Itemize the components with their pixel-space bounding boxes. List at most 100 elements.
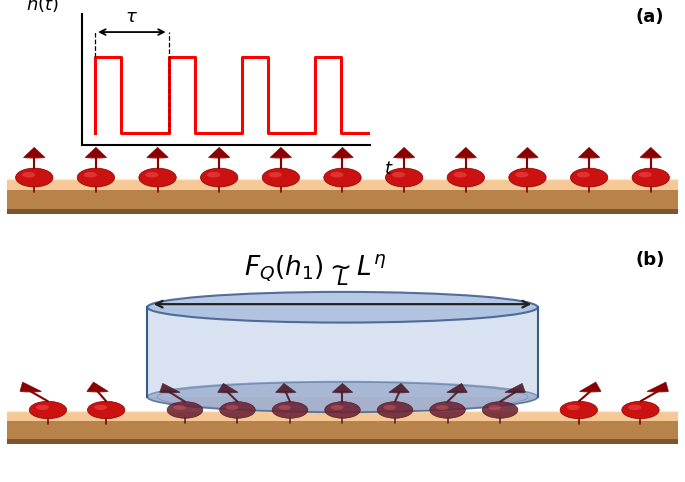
Ellipse shape — [386, 168, 423, 187]
Polygon shape — [85, 147, 107, 158]
Ellipse shape — [324, 168, 361, 187]
Polygon shape — [7, 421, 678, 440]
Polygon shape — [23, 147, 45, 158]
Ellipse shape — [515, 172, 528, 177]
Ellipse shape — [453, 172, 466, 177]
Ellipse shape — [384, 405, 396, 410]
Ellipse shape — [226, 405, 238, 410]
Ellipse shape — [622, 402, 659, 419]
Ellipse shape — [275, 391, 296, 393]
Ellipse shape — [77, 168, 114, 187]
Polygon shape — [393, 147, 415, 158]
Text: $F_Q(h_1)\sim L^{\eta}$: $F_Q(h_1)\sim L^{\eta}$ — [244, 253, 386, 284]
Polygon shape — [147, 307, 538, 397]
Ellipse shape — [272, 402, 308, 418]
Ellipse shape — [270, 156, 292, 159]
Polygon shape — [7, 440, 678, 444]
Ellipse shape — [147, 292, 538, 322]
Text: (a): (a) — [636, 8, 664, 26]
Ellipse shape — [393, 156, 415, 159]
Ellipse shape — [571, 168, 608, 187]
Polygon shape — [447, 383, 467, 392]
Ellipse shape — [389, 391, 410, 393]
Ellipse shape — [29, 402, 66, 419]
Text: $\tau$: $\tau$ — [125, 8, 138, 26]
Ellipse shape — [578, 156, 600, 159]
Ellipse shape — [147, 156, 169, 159]
Ellipse shape — [94, 405, 107, 410]
Ellipse shape — [447, 168, 484, 187]
Polygon shape — [20, 382, 42, 391]
Polygon shape — [7, 179, 678, 189]
Ellipse shape — [638, 172, 651, 177]
Ellipse shape — [377, 402, 413, 418]
Ellipse shape — [436, 405, 449, 410]
Polygon shape — [516, 147, 538, 158]
Ellipse shape — [509, 168, 546, 187]
Ellipse shape — [447, 391, 467, 393]
Polygon shape — [332, 147, 353, 158]
Polygon shape — [332, 383, 353, 392]
Text: $L$: $L$ — [336, 269, 349, 289]
Ellipse shape — [207, 172, 220, 177]
Ellipse shape — [516, 156, 538, 159]
Ellipse shape — [269, 172, 282, 177]
Ellipse shape — [220, 402, 256, 418]
Ellipse shape — [173, 405, 186, 410]
Ellipse shape — [628, 405, 641, 410]
Polygon shape — [7, 189, 678, 210]
Polygon shape — [208, 147, 230, 158]
Ellipse shape — [332, 156, 353, 159]
Ellipse shape — [262, 168, 299, 187]
Ellipse shape — [566, 405, 580, 410]
Ellipse shape — [139, 168, 176, 187]
Polygon shape — [455, 147, 477, 158]
Ellipse shape — [201, 168, 238, 187]
Ellipse shape — [455, 156, 477, 159]
Polygon shape — [147, 147, 169, 158]
Ellipse shape — [429, 402, 465, 418]
Polygon shape — [275, 383, 296, 392]
Ellipse shape — [482, 402, 518, 418]
Ellipse shape — [640, 156, 662, 159]
Ellipse shape — [278, 405, 291, 410]
Ellipse shape — [85, 156, 107, 159]
Polygon shape — [87, 382, 108, 391]
Polygon shape — [647, 382, 669, 391]
Ellipse shape — [505, 391, 525, 393]
Polygon shape — [7, 210, 678, 214]
Ellipse shape — [22, 172, 35, 177]
Ellipse shape — [16, 168, 53, 187]
Ellipse shape — [88, 402, 125, 419]
Ellipse shape — [20, 390, 42, 392]
Ellipse shape — [87, 390, 108, 392]
Ellipse shape — [577, 172, 590, 177]
Ellipse shape — [147, 382, 538, 412]
Polygon shape — [160, 383, 180, 392]
Ellipse shape — [36, 405, 49, 410]
Polygon shape — [270, 147, 292, 158]
Polygon shape — [580, 382, 601, 391]
Polygon shape — [505, 383, 525, 392]
Ellipse shape — [330, 172, 343, 177]
Polygon shape — [7, 411, 678, 421]
Ellipse shape — [488, 405, 501, 410]
Ellipse shape — [560, 402, 597, 419]
Ellipse shape — [208, 156, 230, 159]
Text: (b): (b) — [635, 251, 664, 268]
Text: $t$: $t$ — [384, 160, 394, 178]
Ellipse shape — [331, 405, 343, 410]
Polygon shape — [218, 383, 238, 392]
Ellipse shape — [145, 172, 158, 177]
Ellipse shape — [167, 402, 203, 418]
Ellipse shape — [647, 390, 669, 392]
Text: $h(t)$: $h(t)$ — [26, 0, 59, 14]
Polygon shape — [389, 383, 410, 392]
Ellipse shape — [332, 391, 353, 393]
Ellipse shape — [218, 391, 238, 393]
Ellipse shape — [392, 172, 405, 177]
Ellipse shape — [580, 390, 601, 392]
Ellipse shape — [325, 402, 360, 418]
Polygon shape — [640, 147, 662, 158]
Ellipse shape — [84, 172, 97, 177]
